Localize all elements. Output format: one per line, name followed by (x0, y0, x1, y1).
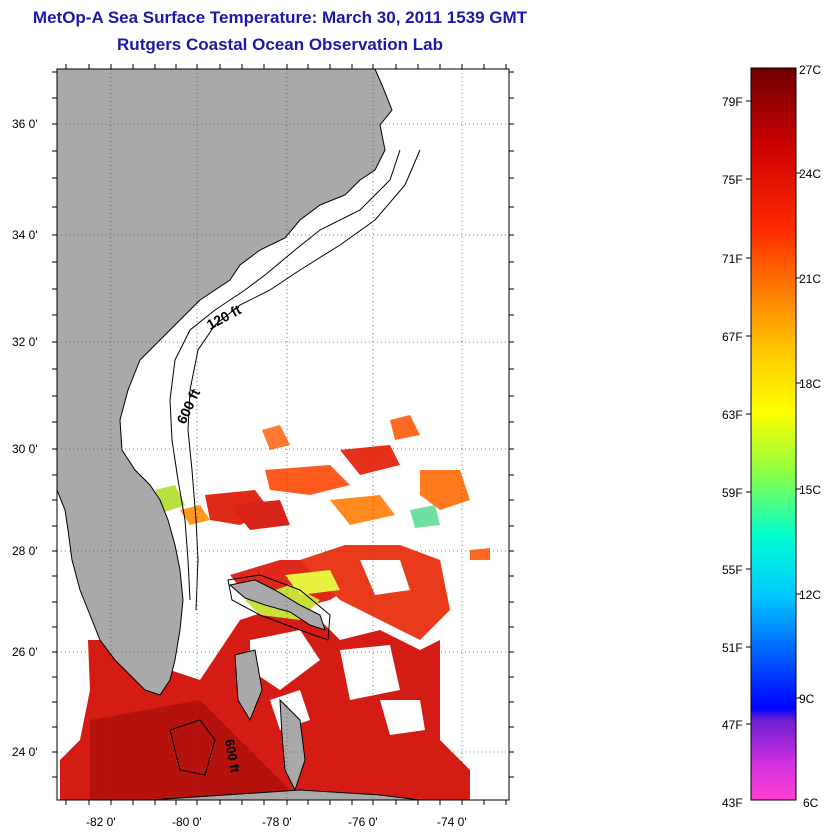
map-subtitle: Rutgers Coastal Ocean Observation Lab (117, 35, 443, 54)
lat-label-26: 26 0' (12, 645, 38, 659)
colorbar-label-75f: 75F (722, 173, 743, 187)
lat-label-28: 28 0' (12, 544, 38, 558)
colorbar-label-15c: 15C (799, 483, 822, 497)
lat-label-34: 34 0' (12, 228, 38, 242)
colorbar-label-18c: 18C (799, 377, 822, 391)
colorbar-label-71f: 71F (722, 252, 743, 266)
colorbar-label-51f: 51F (722, 641, 743, 655)
isobath-600ft (187, 149, 421, 611)
land-bahamas (228, 579, 326, 631)
colorbar-label-21c: 21C (799, 272, 822, 286)
lat-label-24: 24 0' (12, 745, 38, 759)
colorbar-label-47f: 47F (722, 718, 743, 732)
colorbar-label-9c: 9C (799, 692, 815, 706)
lon-label-78: -78 0' (262, 815, 292, 829)
colorbar-label-63f: 63F (722, 408, 743, 422)
isobath-bahamas (227, 574, 331, 641)
lon-label-80: -80 0' (172, 815, 202, 829)
map-frame (56, 68, 510, 801)
land-mainland (57, 69, 393, 696)
colorbar (750, 67, 797, 801)
isobath-label-600ft-south: 600 ft (222, 738, 243, 775)
colorbar-ticks (746, 100, 801, 725)
colorbar-label-12c: 12C (799, 588, 822, 602)
colorbar-label-67f: 67F (722, 330, 743, 344)
isobath-120ft (169, 149, 401, 601)
colorbar-label-27c: 27C (799, 63, 822, 77)
lat-label-32: 32 0' (12, 335, 38, 349)
lon-label-82: -82 0' (86, 815, 116, 829)
colorbar-label-43f: 43F (722, 796, 743, 810)
lat-label-36: 36 0' (12, 117, 38, 131)
colorbar-label-79f: 79F (722, 95, 743, 109)
lon-label-76: -76 0' (348, 815, 378, 829)
isobath-southern (169, 719, 216, 776)
colorbar-label-59f: 59F (722, 486, 743, 500)
colorbar-label-55f: 55F (722, 563, 743, 577)
map-ticks (52, 64, 514, 805)
graticule (57, 69, 509, 800)
colorbar-label-6c: 6C (803, 796, 819, 810)
colorbar-label-24c: 24C (799, 167, 822, 181)
lon-label-74: -74 0' (437, 815, 467, 829)
lat-label-30: 30 0' (12, 442, 38, 456)
land-andros (234, 649, 263, 722)
map-panel: 120 ft 600 ft 600 ft (57, 69, 509, 800)
land-cuba (149, 789, 421, 800)
map-title: MetOp-A Sea Surface Temperature: March 3… (32, 8, 528, 27)
